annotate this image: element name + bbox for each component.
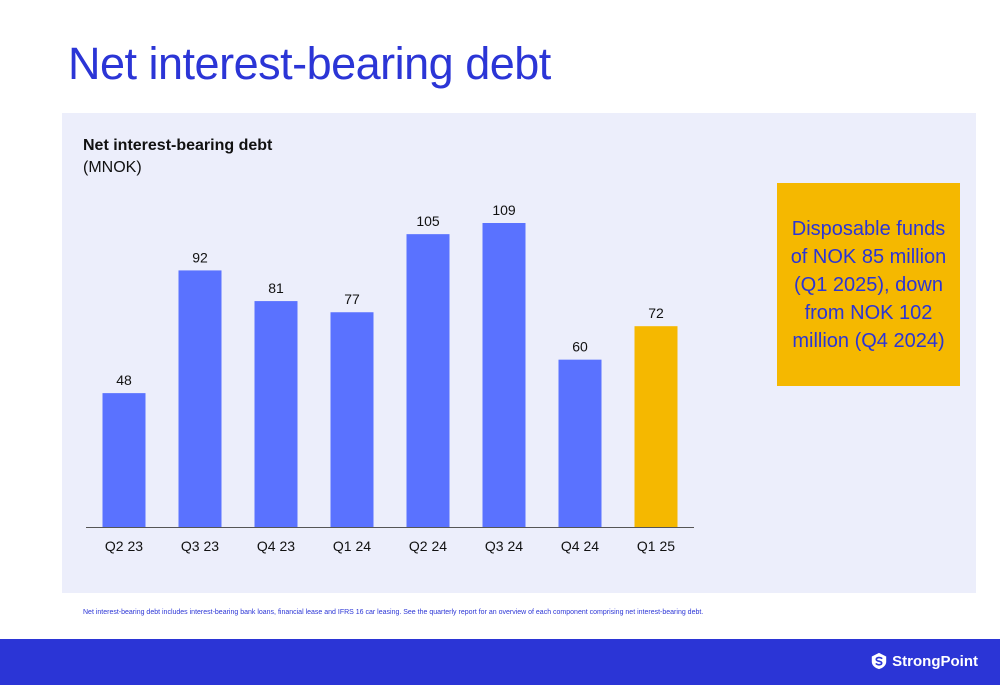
bar	[406, 234, 450, 528]
data-label: 48	[116, 372, 132, 388]
data-label: 81	[268, 280, 284, 296]
x-tick-label: Q4 24	[561, 538, 599, 554]
bar	[558, 359, 602, 527]
data-label: 105	[416, 213, 440, 229]
x-tick-label: Q1 24	[333, 538, 371, 554]
data-label: 60	[572, 339, 588, 355]
data-label: 92	[192, 249, 208, 265]
x-tick-label: Q3 23	[181, 538, 219, 554]
strongpoint-logo: StrongPoint	[870, 652, 978, 670]
bar	[634, 326, 678, 527]
page-title: Net interest-bearing debt	[68, 38, 551, 89]
callout-text: Disposable funds of NOK 85 million (Q1 2…	[790, 217, 947, 352]
x-tick-label: Q3 24	[485, 538, 523, 554]
data-label: 109	[492, 202, 516, 218]
bar	[102, 393, 146, 527]
chart-title: Net interest-bearing debt	[83, 137, 273, 154]
logo-text: StrongPoint	[892, 652, 978, 670]
x-tick-label: Q2 23	[105, 538, 143, 554]
bar	[482, 223, 526, 527]
x-tick-label: Q4 23	[257, 538, 295, 554]
bar	[254, 301, 298, 527]
chart-subtitle: (MNOK)	[83, 159, 142, 176]
bar	[178, 270, 222, 527]
strongpoint-logo-icon	[871, 652, 887, 670]
footnote: Net interest-bearing debt includes inter…	[83, 609, 704, 616]
x-tick-label: Q1 25	[637, 538, 675, 554]
disposable-funds-callout: Disposable funds of NOK 85 million (Q1 2…	[777, 183, 960, 386]
data-label: 77	[344, 291, 360, 307]
data-label: 72	[648, 305, 664, 321]
bar	[330, 312, 374, 527]
x-tick-label: Q2 24	[409, 538, 447, 554]
footer-bar: StrongPoint	[0, 639, 1000, 685]
